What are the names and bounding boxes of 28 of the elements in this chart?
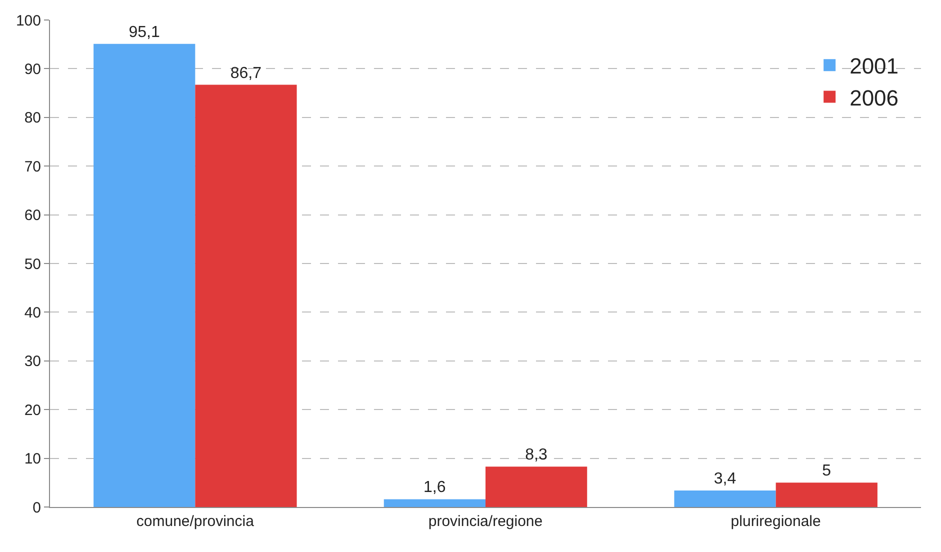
data-label: 5 bbox=[822, 462, 832, 480]
bar bbox=[776, 482, 878, 507]
y-tick-label: 70 bbox=[24, 158, 41, 176]
y-tick-label: 60 bbox=[24, 207, 41, 224]
bar bbox=[674, 490, 776, 507]
data-label: 1,6 bbox=[424, 479, 446, 496]
y-tick-label: 40 bbox=[24, 304, 41, 322]
legend-label: 2001 bbox=[850, 54, 899, 79]
data-label: 8,3 bbox=[525, 446, 548, 464]
x-tick-label: comune/provincia bbox=[136, 513, 255, 530]
y-tick-label: 90 bbox=[24, 60, 41, 78]
data-label: 3,4 bbox=[714, 470, 736, 488]
x-tick-label: provincia/regione bbox=[428, 513, 543, 530]
x-tick-label: pluriregionale bbox=[730, 513, 821, 530]
bar bbox=[195, 84, 297, 507]
bar bbox=[94, 44, 196, 507]
data-label: 86,7 bbox=[230, 64, 262, 82]
bar bbox=[486, 466, 588, 507]
legend-label: 2006 bbox=[850, 85, 899, 110]
y-tick-label: 50 bbox=[24, 256, 41, 273]
y-tick-label: 100 bbox=[16, 12, 41, 30]
y-tick-label: 20 bbox=[24, 402, 41, 419]
y-tick-label: 10 bbox=[24, 450, 41, 468]
y-tick-label: 30 bbox=[24, 353, 41, 370]
y-tick-label: 0 bbox=[32, 499, 41, 516]
bar bbox=[384, 499, 486, 507]
data-label: 95,1 bbox=[128, 24, 160, 41]
y-tick-label: 80 bbox=[24, 110, 41, 127]
